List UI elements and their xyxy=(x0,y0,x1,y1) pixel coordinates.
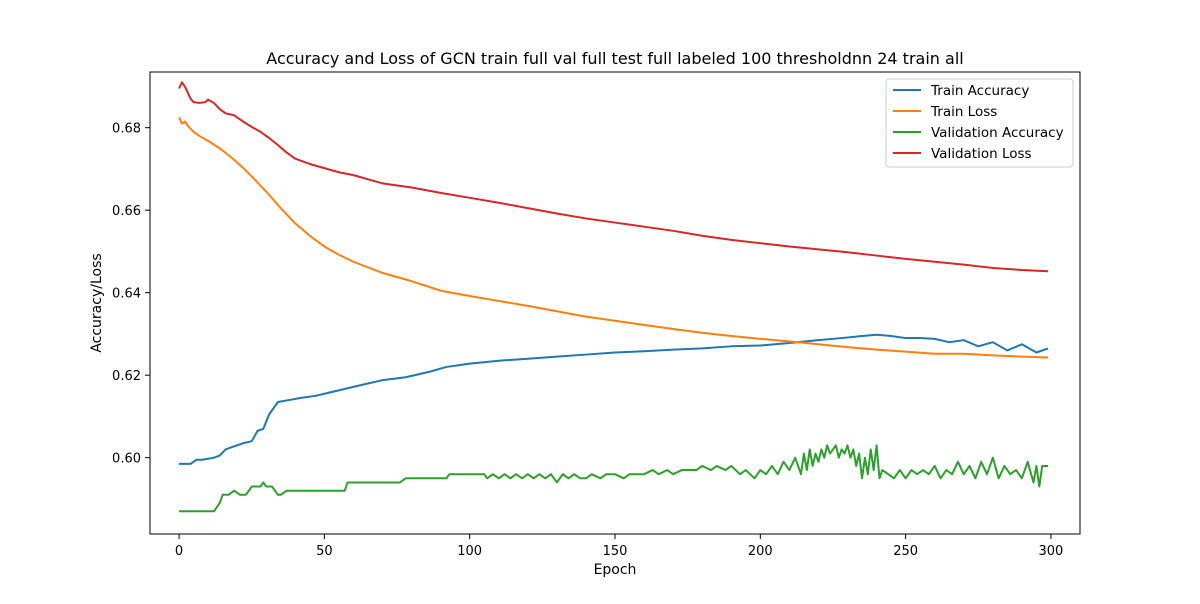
x-axis-label: Epoch xyxy=(594,562,637,578)
legend-label: Validation Loss xyxy=(931,146,1032,162)
series-line-validation-accuracy xyxy=(179,444,1049,513)
y-axis-ticks: 0.60 0.62 0.64 0.66 0.68 xyxy=(112,122,150,467)
y-tick-label: 0.62 xyxy=(112,369,141,384)
series-line-validation-loss xyxy=(178,81,1049,273)
y-tick-label: 0.64 xyxy=(112,287,141,302)
x-tick-label: 200 xyxy=(748,544,773,559)
y-tick-label: 0.60 xyxy=(112,452,141,467)
y-axis-label: Accuracy/Loss xyxy=(89,253,105,352)
x-tick-label: 250 xyxy=(893,544,918,559)
plot-lines xyxy=(178,81,1049,513)
x-tick-label: 150 xyxy=(603,544,628,559)
x-tick-label: 50 xyxy=(316,544,333,559)
legend-label: Train Loss xyxy=(930,104,997,120)
legend: Train Accuracy Train Loss Validation Accur… xyxy=(885,78,1074,168)
x-tick-label: 300 xyxy=(1039,544,1064,559)
legend-box xyxy=(885,78,1074,168)
y-tick-label: 0.66 xyxy=(112,204,141,219)
legend-label: Validation Accuracy xyxy=(931,125,1064,141)
series-line-train-loss xyxy=(178,116,1049,359)
y-tick-label: 0.68 xyxy=(112,122,141,137)
chart-title: Accuracy and Loss of GCN train full val … xyxy=(266,49,963,68)
x-tick-label: 100 xyxy=(457,544,482,559)
x-tick-label: 0 xyxy=(175,544,183,559)
legend-label: Train Accuracy xyxy=(930,83,1029,99)
series-line-train-accuracy xyxy=(179,333,1049,465)
x-axis-ticks: 0 50 100 150 200 250 300 xyxy=(175,534,1063,559)
